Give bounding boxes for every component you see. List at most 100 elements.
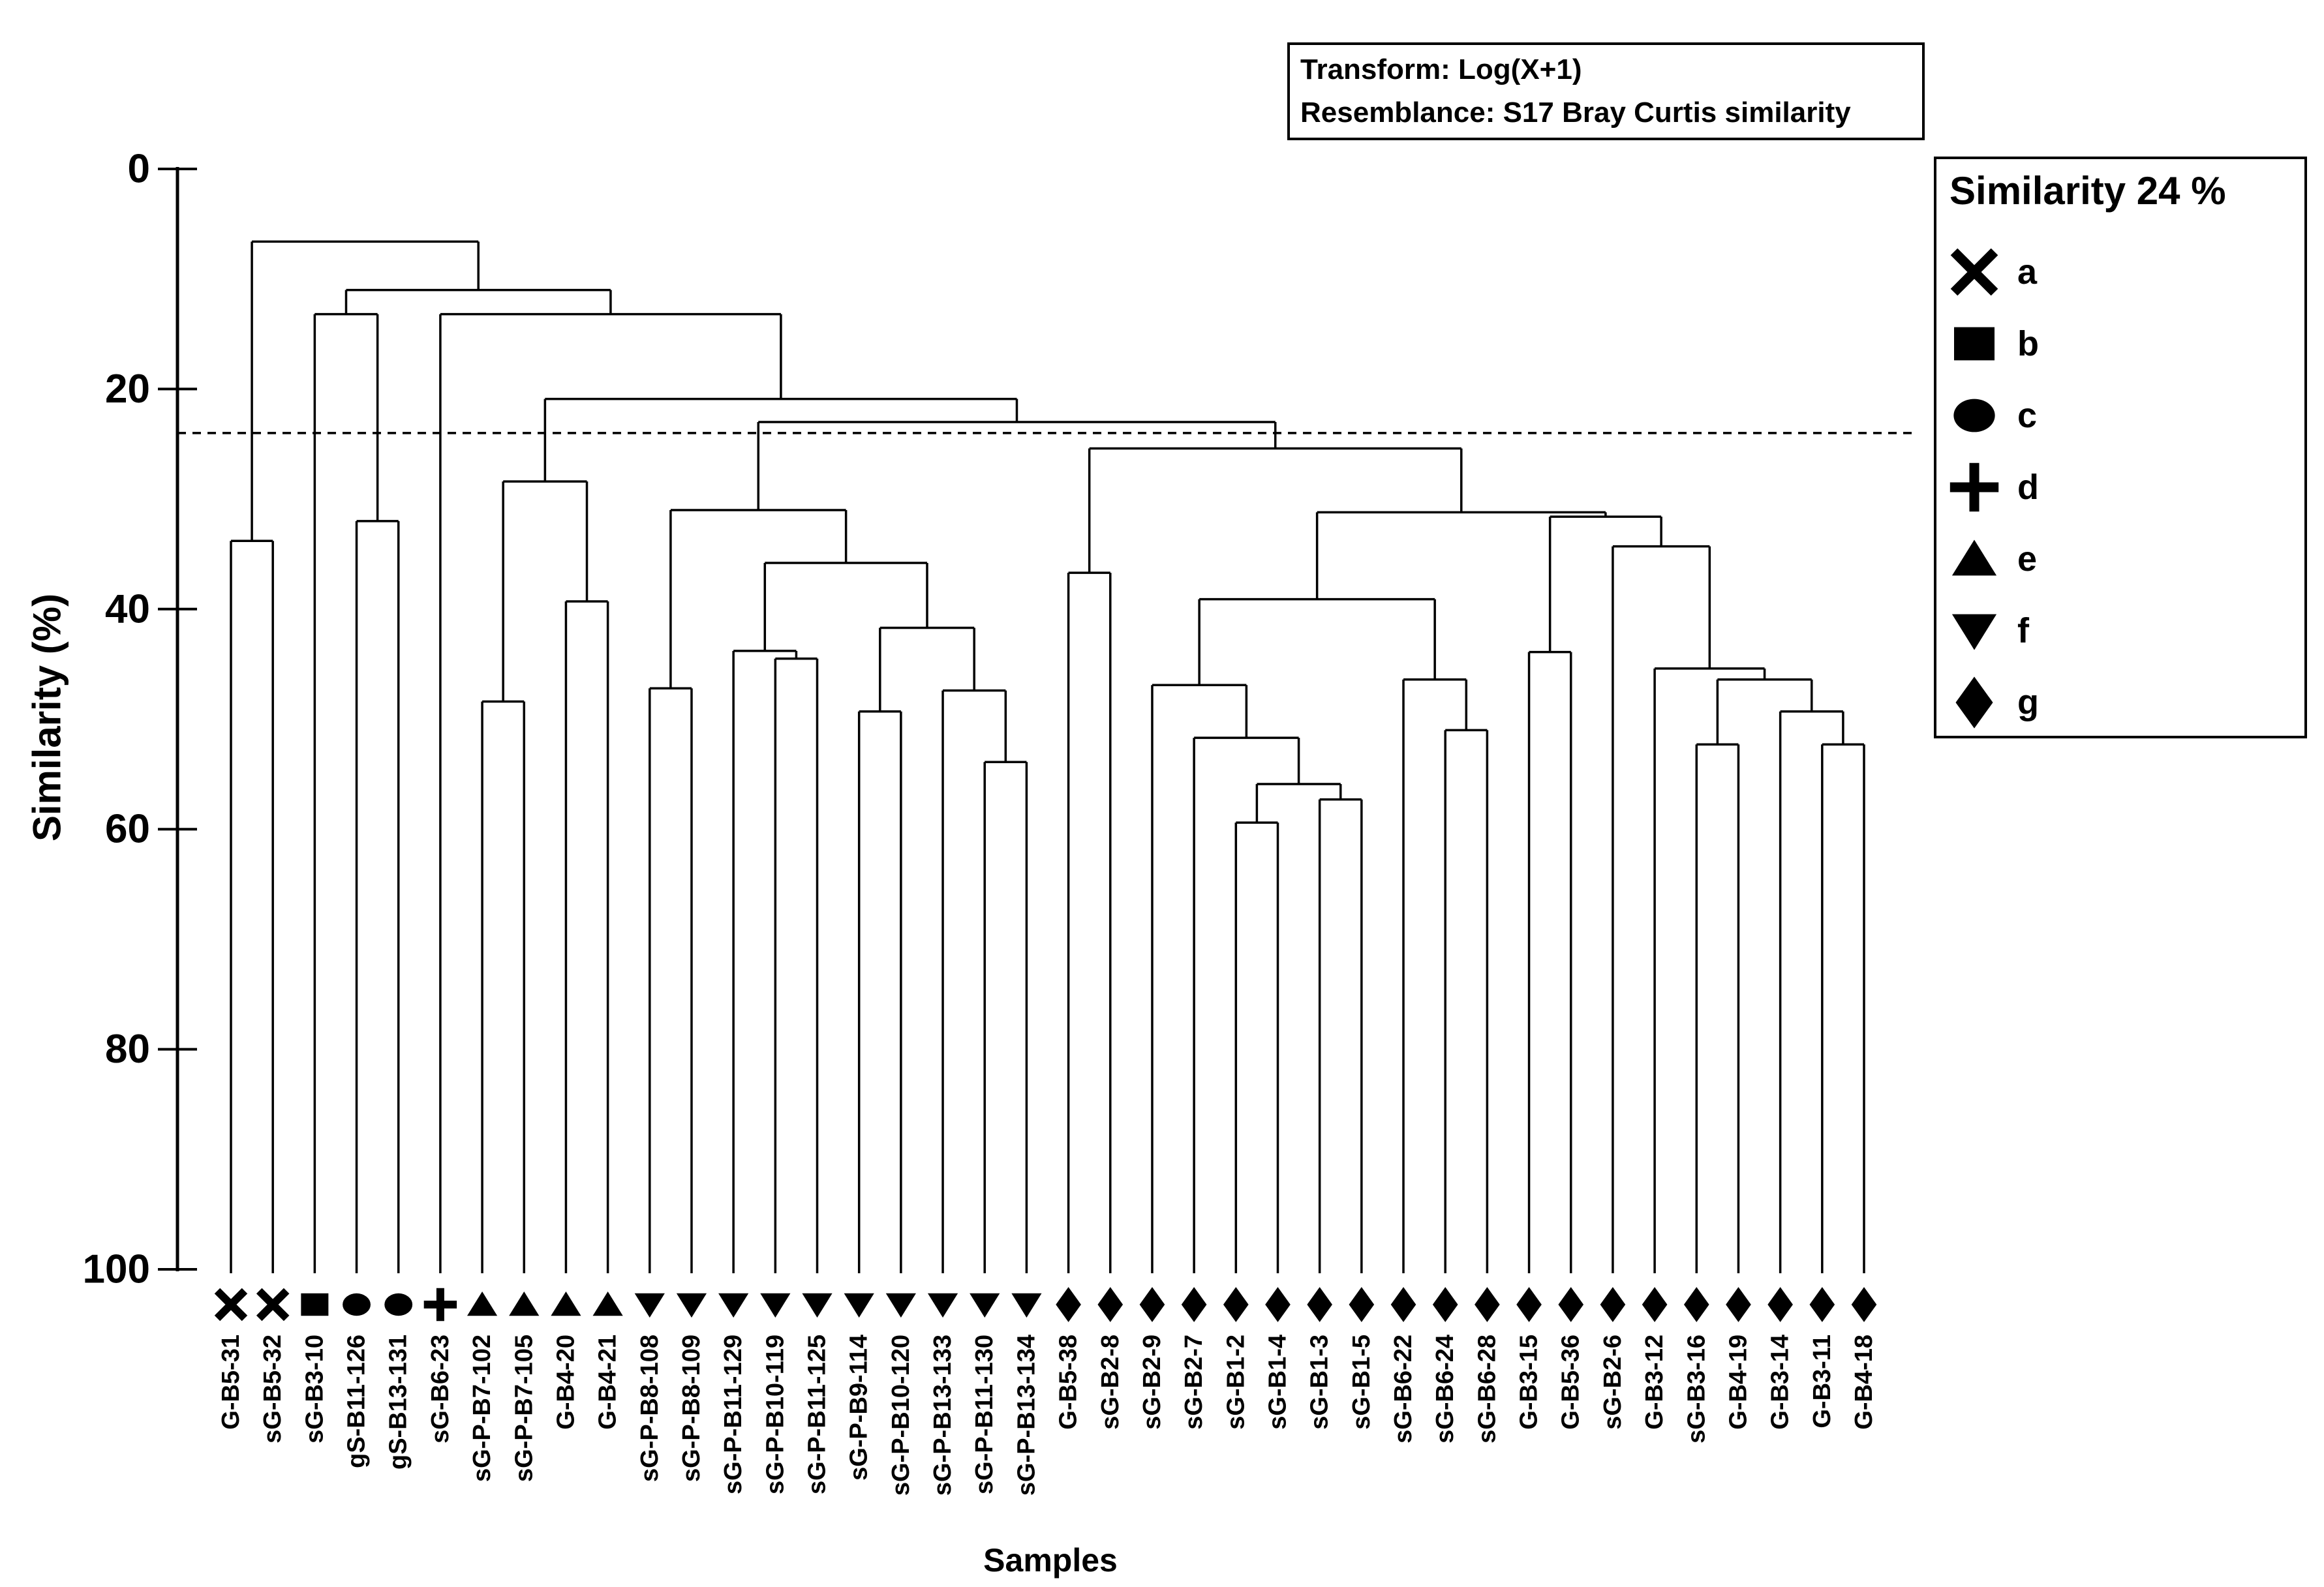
legend-item-label: e <box>2017 539 2038 579</box>
sample-label: sG-B2-6 <box>1599 1335 1627 1430</box>
sample-label: sG-B1-4 <box>1264 1335 1291 1430</box>
triangle-down-icon <box>1951 614 1997 650</box>
sample-label: sG-P-B10-119 <box>761 1335 789 1494</box>
diamond-icon <box>1097 1287 1124 1322</box>
y-tick-label: 80 <box>105 1027 150 1072</box>
square-icon <box>301 1293 329 1316</box>
sample-label: sG-B2-9 <box>1139 1335 1166 1430</box>
sample-label: sG-B6-28 <box>1473 1335 1501 1443</box>
sample-label: G-B5-38 <box>1055 1335 1082 1430</box>
y-tick-label: 0 <box>128 147 150 192</box>
diamond-icon <box>1181 1287 1207 1322</box>
triangle-down-icon <box>802 1293 833 1318</box>
sample-label: sG-B2-8 <box>1097 1335 1124 1430</box>
cross-x-icon <box>1950 248 1998 296</box>
sample-label: G-B4-19 <box>1724 1335 1752 1430</box>
legend-title: Similarity 24 % <box>1949 169 2226 213</box>
info-box: Transform: Log(X+1) Resemblance: S17 Bra… <box>1287 42 1925 140</box>
plus-icon <box>1949 462 1999 512</box>
ellipse-icon <box>343 1293 371 1316</box>
plus-icon <box>1949 462 1999 512</box>
diamond-icon <box>1265 1287 1291 1322</box>
ellipse-icon <box>384 1293 413 1316</box>
sample-label: sG-B1-3 <box>1306 1335 1334 1430</box>
diamond-icon <box>1307 1287 1332 1322</box>
sample-label: sG-B2-7 <box>1180 1335 1208 1430</box>
sample-label: G-B4-20 <box>552 1335 579 1430</box>
sample-label: sG-P-B7-102 <box>468 1335 496 1482</box>
sample-label: sG-B3-16 <box>1683 1335 1710 1443</box>
diamond-icon <box>1390 1287 1416 1322</box>
legend-item-a: a <box>1943 236 2304 308</box>
plus-icon <box>423 1288 457 1322</box>
diamond-icon <box>1475 1287 1500 1322</box>
legend-item-label: f <box>2017 611 2029 650</box>
sample-label: gS-B13-131 <box>385 1335 412 1470</box>
legend-item-e: e <box>1943 523 2304 595</box>
diamond-icon <box>1809 1287 1835 1322</box>
sample-label: G-B5-36 <box>1557 1335 1585 1430</box>
ellipse-icon <box>1953 399 1995 432</box>
triangle-down-icon <box>1951 614 1997 650</box>
diamond-icon <box>1139 1287 1165 1322</box>
legend-item-d: d <box>1943 451 2304 523</box>
sample-label: sG-P-B7-105 <box>510 1335 538 1482</box>
legend-item-label: g <box>2017 683 2039 722</box>
info-line-transform: Transform: Log(X+1) <box>1300 53 1582 85</box>
legend-item-label: d <box>2017 468 2039 507</box>
sample-label: sG-B6-23 <box>427 1335 454 1443</box>
diamond-icon <box>1432 1287 1458 1322</box>
legend-item-g: g <box>1943 667 2304 738</box>
triangle-down-icon <box>718 1293 749 1318</box>
triangle-down-icon <box>1011 1293 1042 1318</box>
cross-x-icon <box>1950 248 1998 296</box>
square-icon <box>1954 327 1995 361</box>
triangle-down-icon <box>970 1293 1000 1318</box>
diamond-icon <box>1600 1287 1626 1322</box>
sample-label: G-B4-18 <box>1850 1335 1878 1430</box>
diamond-icon <box>1726 1287 1751 1322</box>
diamond-icon <box>1056 1287 1081 1322</box>
info-line-resemblance: Resemblance: S17 Bray Curtis similarity <box>1300 97 1851 128</box>
sample-label: sG-P-B10-120 <box>887 1335 915 1496</box>
legend-item-label: a <box>2017 252 2038 292</box>
y-tick-label: 40 <box>105 586 150 631</box>
cross-x-icon <box>214 1288 248 1322</box>
diamond-icon <box>1851 1287 1877 1322</box>
sample-label: sG-P-B13-133 <box>929 1335 956 1496</box>
sample-label: sG-P-B11-125 <box>804 1335 831 1494</box>
sample-label: G-B4-21 <box>594 1335 622 1430</box>
triangle-up-icon <box>466 1292 498 1316</box>
sample-label: G-B3-14 <box>1767 1335 1794 1430</box>
diamond-icon <box>1955 676 1993 729</box>
sample-label: sG-B1-5 <box>1348 1335 1375 1430</box>
sample-label: sG-B3-10 <box>301 1335 328 1443</box>
ellipse-icon <box>1953 399 1995 432</box>
sample-label: G-B5-31 <box>217 1335 245 1430</box>
sample-label: sG-P-B8-109 <box>678 1335 705 1482</box>
diamond-icon <box>1349 1287 1375 1322</box>
triangle-down-icon <box>844 1293 874 1318</box>
sample-label: sG-P-B11-130 <box>971 1335 998 1494</box>
triangle-down-icon <box>927 1293 958 1318</box>
diamond-icon <box>1683 1287 1709 1322</box>
diamond-icon <box>1955 676 1993 729</box>
square-icon <box>1954 327 1995 361</box>
legend-item-b: b <box>1943 308 2304 380</box>
triangle-up-icon <box>509 1292 540 1316</box>
sample-label: sG-B1-2 <box>1222 1335 1249 1430</box>
triangle-down-icon <box>885 1293 916 1318</box>
sample-label: G-B3-12 <box>1641 1335 1668 1430</box>
triangle-up-icon <box>592 1292 623 1316</box>
legend-item-f: f <box>1943 595 2304 667</box>
y-axis-title: Similarity (%) <box>25 594 69 841</box>
triangle-up-icon <box>1951 539 1997 576</box>
y-tick-label: 20 <box>105 367 150 412</box>
y-tick-label: 100 <box>83 1247 150 1292</box>
triangle-up-icon <box>551 1292 581 1316</box>
x-axis-title: Samples <box>983 1542 1118 1579</box>
sample-label: sG-P-B11-129 <box>720 1335 747 1494</box>
legend-item-label: c <box>2017 396 2038 435</box>
